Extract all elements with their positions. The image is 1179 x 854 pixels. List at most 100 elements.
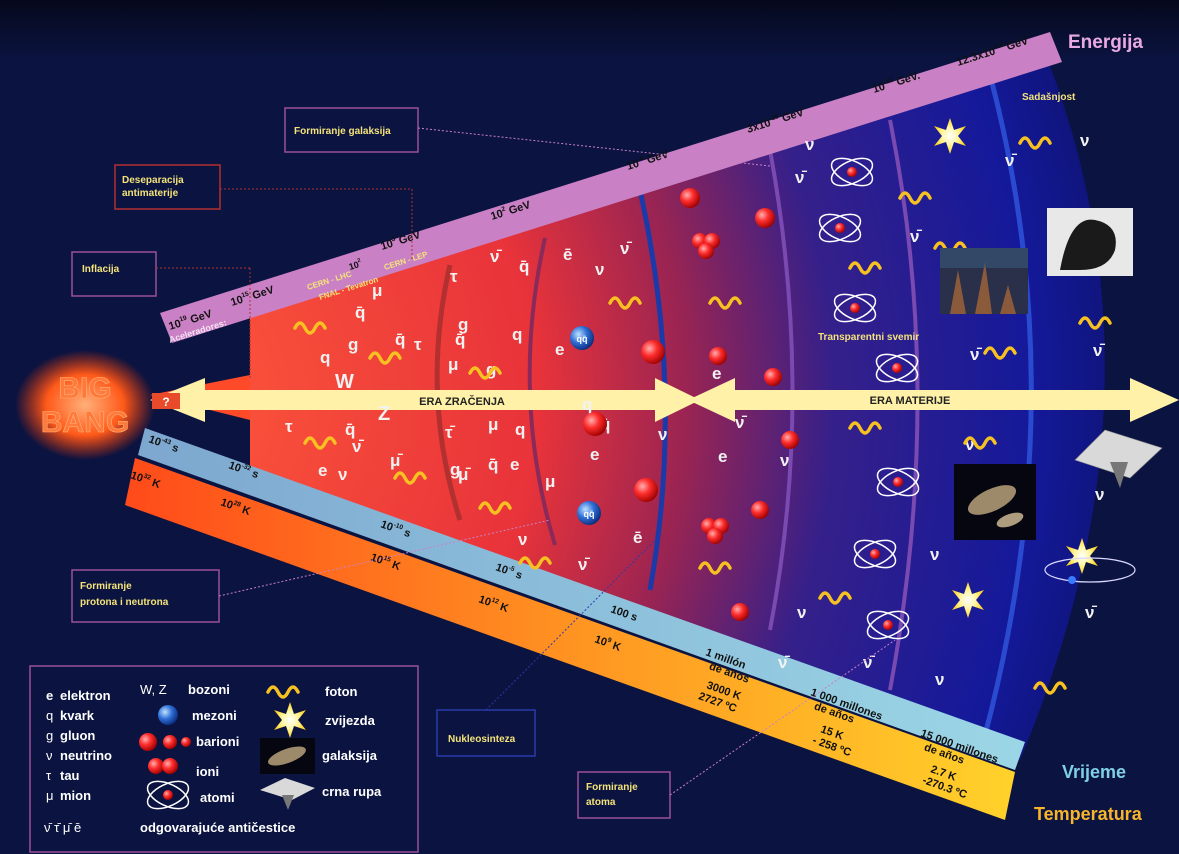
particle-symbol: τ̄: [445, 423, 456, 442]
particle-symbol: ν̄: [1093, 341, 1105, 360]
callout-antimatter: [114, 164, 221, 210]
svg-text:Nukleosinteza: Nukleosinteza: [448, 734, 516, 745]
legend: e elektron q kvark g gluon ν neutrino τ …: [29, 665, 419, 853]
particle-symbol: q̄: [395, 330, 405, 349]
particle-symbol: e: [510, 455, 519, 474]
legend-black-hole-icon: [260, 778, 315, 800]
particle-field: q̄μqgq̄τWZτq̄ν̄eνμ̄τgq̄μgτ̄gμ̄μq̄eqμνqν̄…: [285, 131, 1105, 689]
particle-symbol: q̄: [455, 330, 465, 349]
svg-text:qq̄: qq̄: [577, 334, 588, 344]
time-label: 10-32 s: [227, 459, 261, 482]
time-axis-title: Vrijeme: [1062, 762, 1126, 782]
svg-text:g: g: [46, 728, 53, 743]
svg-text:antimaterije: antimaterije: [122, 188, 179, 199]
particle-symbol: e: [318, 461, 327, 480]
svg-text:odgovarajuće antičestice: odgovarajuće antičestice: [140, 820, 295, 835]
particle-symbol: g: [458, 315, 468, 334]
particle-symbol: q̄: [488, 455, 498, 474]
svg-text:Inflacija: Inflacija: [82, 264, 120, 275]
era-arrow: ? ERA ZRAČENJA ERA MATERIJE: [150, 378, 1179, 422]
image-black-hole: [1074, 429, 1163, 488]
particle-symbol: g: [450, 460, 460, 479]
svg-text:mezoni: mezoni: [192, 708, 237, 723]
baryons: [583, 188, 799, 621]
particle-symbol: ē: [563, 245, 572, 264]
particle-symbol: ν̄: [795, 168, 807, 187]
particle-symbol: e: [718, 447, 727, 466]
particle-symbol: ν: [518, 530, 527, 549]
particle-symbol: ν: [935, 670, 944, 689]
svg-text:zvijezda: zvijezda: [325, 713, 376, 728]
time-band: Vrijeme: [138, 428, 1126, 782]
time-label: 10-43 s: [147, 433, 181, 456]
particle-symbol: e: [712, 364, 721, 383]
svg-text:atomi: atomi: [200, 790, 235, 805]
particle-symbol: ν: [797, 603, 806, 622]
particle-symbol: q: [512, 325, 522, 344]
temperature-band: Temperatura: [125, 458, 1143, 824]
particle-symbol: e: [590, 445, 599, 464]
legend-baryon-icon: [139, 733, 157, 751]
particle-symbol: ν̄: [863, 653, 875, 672]
particle-symbol: ν: [1080, 131, 1089, 150]
svg-text:crna rupa: crna rupa: [322, 784, 382, 799]
temperature-label: 1012 K: [477, 593, 510, 615]
particle-symbol: ν: [780, 451, 789, 470]
temperature-label: 109 K: [593, 633, 623, 654]
legend-box: [29, 665, 419, 853]
particle-symbol: ν̄: [735, 413, 747, 432]
energy-axis-title: Energija: [1068, 32, 1143, 53]
legend-ion-icon: [148, 758, 164, 774]
question-mark: ?: [162, 395, 169, 409]
particle-symbol: ν̄: [620, 239, 632, 258]
temperature-label: 1028 K: [219, 496, 252, 518]
particle-symbol: q̄: [355, 303, 365, 322]
question-box: [152, 393, 180, 409]
image-pillars: [940, 248, 1028, 314]
particle-symbol: μ: [488, 415, 498, 434]
particle-symbol: e: [555, 340, 564, 359]
planet: [1068, 576, 1076, 584]
particle-symbol: ν̄: [1005, 151, 1017, 170]
particle-symbol: ν: [1095, 485, 1104, 504]
svg-text:tau: tau: [60, 768, 80, 783]
image-galaxy: [954, 464, 1036, 540]
particle-symbol: ν: [930, 545, 939, 564]
planet-orbit: [1044, 557, 1136, 583]
svg-text:foton: foton: [325, 684, 358, 699]
svg-text:elektron: elektron: [60, 688, 111, 703]
callout-galaxies: [284, 107, 419, 153]
svg-text:qq̄: qq̄: [584, 509, 595, 519]
particle-symbol: q̄: [345, 420, 355, 439]
particle-symbol: ν̄: [970, 345, 982, 364]
energy-band: Energija: [160, 32, 1143, 343]
particle-symbol: μ: [545, 472, 555, 491]
image-thinker: [1047, 208, 1133, 276]
particle-symbol: ν: [805, 135, 814, 154]
particle-symbol: τ: [414, 335, 422, 354]
particle-symbol: μ: [372, 281, 382, 300]
present-label: Sadašnjost: [1022, 92, 1076, 103]
transparent-universe-label: Transparentni svemir: [818, 332, 919, 343]
particle-symbol: ν̄: [352, 437, 364, 456]
particle-symbol: ν̄: [578, 555, 590, 574]
svg-text:kvark: kvark: [60, 708, 95, 723]
svg-text:W, Z: W, Z: [140, 682, 167, 697]
particle-symbol: μ̄: [458, 465, 471, 484]
legend-meson-icon: [158, 705, 178, 725]
svg-text:Formiranje: Formiranje: [80, 581, 132, 592]
energy-label: 102: [347, 258, 363, 272]
particle-symbol: τ: [285, 417, 293, 436]
mesons: qq̄ qq̄: [570, 326, 601, 525]
particle-symbol: μ̄: [390, 451, 403, 470]
svg-text:mion: mion: [60, 788, 91, 803]
particle-symbol: ν̄: [910, 227, 922, 246]
particle-symbol: ν: [595, 260, 604, 279]
particle-symbol: μ: [448, 355, 458, 374]
temperature-axis-title: Temperatura: [1034, 804, 1143, 824]
svg-text:protona i neutrona: protona i neutrona: [80, 597, 169, 608]
svg-text:atoma: atoma: [586, 797, 616, 808]
